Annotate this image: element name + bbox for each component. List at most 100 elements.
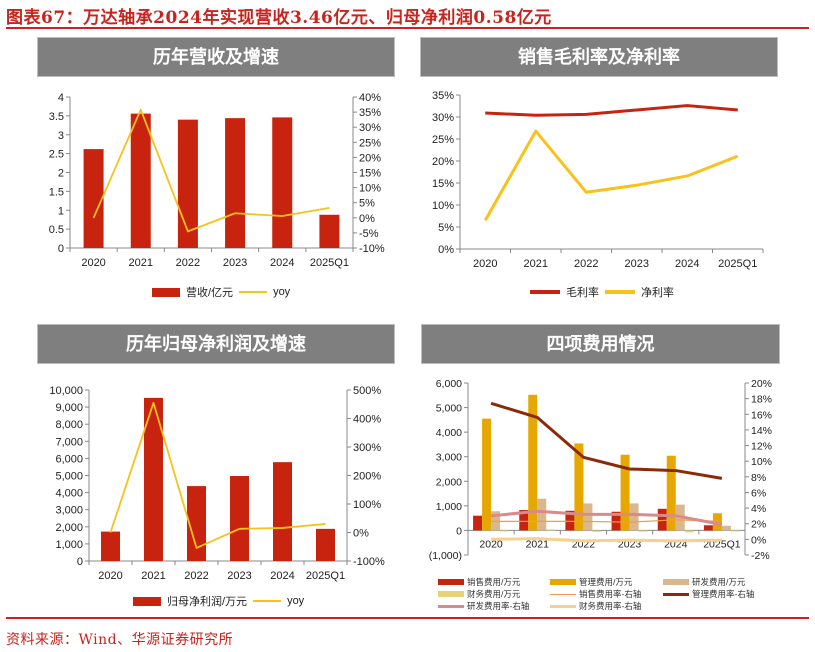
legend-label-gross: 毛利率 xyxy=(566,287,599,299)
svg-text:25%: 25% xyxy=(359,137,381,149)
svg-text:200%: 200% xyxy=(353,471,381,483)
svg-text:2020: 2020 xyxy=(479,538,503,550)
svg-text:2022: 2022 xyxy=(574,258,598,270)
svg-text:2025Q1: 2025Q1 xyxy=(718,258,757,270)
revenue-chart: 0 0.5 1 1.5 2 2.5 3 3.5 4 -10% -5% 0% 5% 10% 15% 20% 25%… xyxy=(49,92,385,269)
profit-legend: 归母净利润/万元 yoy xyxy=(133,593,304,609)
svg-text:5,000: 5,000 xyxy=(436,403,462,415)
svg-text:30%: 30% xyxy=(359,122,381,134)
footer-rule xyxy=(6,617,809,619)
svg-text:0: 0 xyxy=(77,556,83,568)
swatch-sales xyxy=(438,579,464,585)
svg-text:(1,000): (1,000) xyxy=(429,550,462,562)
svg-text:2023: 2023 xyxy=(223,257,247,269)
svg-text:10%: 10% xyxy=(432,200,454,212)
svg-text:0%: 0% xyxy=(359,213,375,225)
svg-text:8,000: 8,000 xyxy=(55,419,83,431)
legend-label-yoy: yoy xyxy=(287,595,305,607)
line-swatch-net xyxy=(605,290,635,294)
svg-text:2023: 2023 xyxy=(227,570,251,582)
svg-text:-100%: -100% xyxy=(353,556,385,568)
svg-text:6%: 6% xyxy=(751,487,766,499)
panel-title-expenses: 四项费用情况 xyxy=(421,324,780,364)
swatch-rd-rate xyxy=(438,604,464,608)
svg-text:2.5: 2.5 xyxy=(49,149,64,161)
svg-text:2021: 2021 xyxy=(141,570,165,582)
svg-text:2020: 2020 xyxy=(473,258,497,270)
svg-text:2020: 2020 xyxy=(81,257,105,269)
legend-label: 研发费用/万元 xyxy=(692,577,746,587)
svg-text:500%: 500% xyxy=(353,385,381,397)
bar-swatch xyxy=(133,596,161,606)
svg-text:0%: 0% xyxy=(751,534,766,546)
profit-chart: 0 1,000 2,000 3,000 4,000 5,000 6,000 7,000 8,00… xyxy=(49,385,385,582)
svg-text:2021: 2021 xyxy=(526,538,550,550)
svg-text:35%: 35% xyxy=(432,90,454,102)
svg-text:15%: 15% xyxy=(359,168,381,180)
svg-text:0.5: 0.5 xyxy=(49,224,64,236)
svg-text:-2%: -2% xyxy=(751,550,770,562)
svg-text:4: 4 xyxy=(58,92,64,104)
svg-text:2%: 2% xyxy=(751,519,766,531)
svg-text:1: 1 xyxy=(58,205,64,217)
margin-legend: 毛利率 净利率 xyxy=(530,284,674,300)
svg-text:18%: 18% xyxy=(751,394,772,406)
svg-text:1.5: 1.5 xyxy=(49,186,64,198)
svg-text:2020: 2020 xyxy=(98,570,122,582)
svg-text:10%: 10% xyxy=(751,456,772,468)
svg-text:2025Q1: 2025Q1 xyxy=(310,257,349,269)
line-swatch xyxy=(253,600,282,602)
line-swatch xyxy=(239,291,268,293)
swatch-sales-rate xyxy=(550,593,576,595)
revenue-legend: 营收/亿元 yoy xyxy=(152,284,290,300)
panel-title-revenue: 历年营收及增速 xyxy=(37,37,395,77)
svg-text:0%: 0% xyxy=(353,528,369,540)
svg-text:5,000: 5,000 xyxy=(55,471,83,483)
svg-text:16%: 16% xyxy=(751,409,772,421)
svg-text:14%: 14% xyxy=(751,425,772,437)
svg-text:10,000: 10,000 xyxy=(49,385,83,397)
svg-text:40%: 40% xyxy=(359,92,381,104)
svg-text:2,000: 2,000 xyxy=(436,476,462,488)
swatch-finance-rate xyxy=(550,604,576,608)
svg-text:30%: 30% xyxy=(432,112,454,124)
swatch-admin xyxy=(550,579,576,585)
svg-text:20%: 20% xyxy=(359,152,381,164)
svg-text:4,000: 4,000 xyxy=(55,488,83,500)
svg-text:2022: 2022 xyxy=(184,570,208,582)
legend-label: 销售费用/万元 xyxy=(467,577,521,587)
svg-text:3.5: 3.5 xyxy=(49,111,64,123)
svg-text:8%: 8% xyxy=(751,472,766,484)
svg-text:2022: 2022 xyxy=(176,257,200,269)
svg-text:5%: 5% xyxy=(438,222,454,234)
svg-text:100%: 100% xyxy=(353,499,381,511)
svg-text:0%: 0% xyxy=(438,244,454,256)
figure-title: 图表67：万达轴承2024年实现营收3.46亿元、归母净利润0.58亿元 xyxy=(6,8,552,28)
svg-text:0: 0 xyxy=(58,243,64,255)
svg-text:35%: 35% xyxy=(359,107,381,119)
swatch-rd xyxy=(663,579,689,585)
svg-text:2,000: 2,000 xyxy=(55,522,83,534)
svg-text:2021: 2021 xyxy=(129,257,153,269)
svg-text:6,000: 6,000 xyxy=(55,453,83,465)
svg-text:1,000: 1,000 xyxy=(436,501,462,513)
svg-text:25%: 25% xyxy=(432,134,454,146)
source-note: 资料来源：Wind、华源证券研究所 xyxy=(6,632,234,648)
svg-text:20%: 20% xyxy=(751,378,772,390)
svg-text:400%: 400% xyxy=(353,414,381,426)
svg-text:2021: 2021 xyxy=(524,258,548,270)
legend-label-profit: 归母净利润/万元 xyxy=(167,596,248,608)
svg-text:1,000: 1,000 xyxy=(55,539,83,551)
panel-title-profit: 历年归母净利润及增速 xyxy=(37,324,395,364)
legend-label-yoy: yoy xyxy=(273,286,291,298)
svg-text:6,000: 6,000 xyxy=(436,378,462,390)
legend-label-revenue: 营收/亿元 xyxy=(186,287,234,299)
svg-text:15%: 15% xyxy=(432,178,454,190)
svg-text:2: 2 xyxy=(58,168,64,180)
svg-text:5%: 5% xyxy=(359,198,375,210)
bar-swatch xyxy=(152,287,180,297)
svg-text:0: 0 xyxy=(456,525,462,537)
legend-label: 财务费用率-右轴 xyxy=(579,601,642,611)
legend-label: 管理费用/万元 xyxy=(579,577,633,587)
svg-text:10%: 10% xyxy=(359,183,381,195)
